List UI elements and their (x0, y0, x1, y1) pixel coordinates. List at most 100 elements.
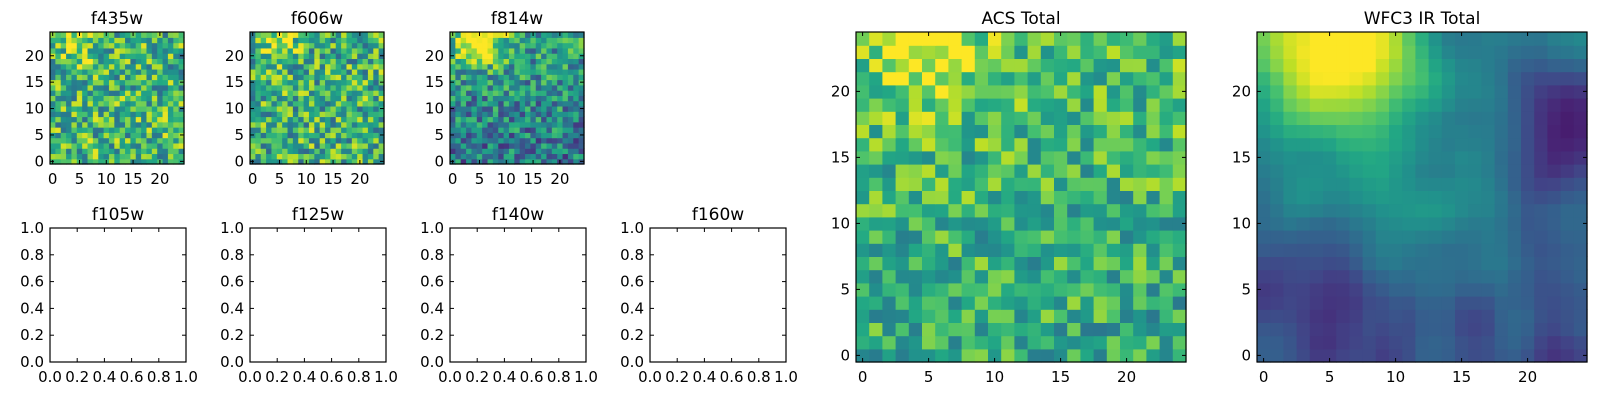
heatmap-cell (50, 153, 56, 160)
heatmap-cell (292, 148, 299, 155)
heatmap-cell (130, 95, 137, 102)
heatmap-cell (961, 177, 976, 191)
heatmap-cell (519, 142, 526, 149)
heatmap-cell (1507, 216, 1522, 231)
heatmap-cell (114, 105, 121, 112)
heatmap-cell (1428, 71, 1443, 86)
heatmap-cell (119, 47, 126, 54)
heatmap-cell (450, 137, 456, 144)
heatmap-cell (250, 100, 256, 107)
heatmap-cell (908, 296, 923, 310)
panel-title: f435w (91, 9, 143, 29)
heatmap-cell (282, 42, 289, 49)
heatmap-cell (948, 335, 963, 350)
heatmap-cell (1054, 164, 1068, 178)
heatmap-cell (1468, 124, 1482, 139)
heatmap-cell (1270, 137, 1284, 152)
heatmap-cell (330, 63, 337, 70)
heatmap-cell (466, 63, 473, 70)
heatmap-cell (1494, 45, 1509, 59)
heatmap-cell (87, 148, 94, 155)
heatmap-cell (373, 37, 380, 44)
heatmap-cell (519, 47, 526, 54)
heatmap-cell (974, 269, 989, 284)
heatmap-cell (895, 348, 910, 363)
heatmap-cell (1573, 335, 1588, 350)
heatmap-cell (460, 68, 467, 75)
heatmap-cell (1534, 348, 1548, 363)
heatmap-cell (1133, 322, 1147, 337)
heatmap-cell (498, 37, 505, 44)
heatmap-cell (1441, 58, 1456, 73)
heatmap-cell (541, 42, 548, 49)
heatmap-cell (266, 121, 273, 128)
heatmap-cell (895, 98, 910, 112)
heatmap-cell (1402, 111, 1416, 125)
heatmap-cell (557, 53, 564, 59)
heatmap-cell (492, 142, 499, 149)
heatmap-cell (551, 105, 558, 112)
heatmap-cell (557, 111, 564, 118)
heatmap-cell (308, 53, 315, 59)
heatmap-cell (76, 116, 83, 123)
heatmap-cell (1573, 137, 1588, 152)
heatmap-cell (530, 105, 537, 112)
heatmap-cell (1093, 45, 1108, 59)
heatmap-cell (895, 230, 910, 244)
heatmap-cell (319, 95, 326, 102)
heatmap-cell (335, 58, 342, 65)
heatmap-cell (341, 90, 348, 96)
heatmap-cell (514, 111, 521, 118)
heatmap-cell (1040, 177, 1055, 191)
heatmap-cell (546, 79, 553, 86)
heatmap-cell (1270, 84, 1284, 99)
heatmap-cell (541, 105, 548, 112)
heatmap-cell (1323, 309, 1337, 323)
heatmap-cell (1027, 282, 1042, 297)
heatmap-cell (1362, 32, 1377, 46)
heatmap-cell (260, 84, 267, 91)
heatmap-cell (1336, 230, 1350, 244)
heatmap-cell (514, 137, 521, 144)
heatmap-cell (178, 32, 185, 38)
heatmap-cell (1468, 282, 1482, 297)
heatmap-cell (287, 100, 294, 107)
heatmap-cell (141, 58, 148, 65)
heatmap-cell (266, 32, 273, 38)
heatmap-cell (157, 111, 164, 118)
heatmap-cell (508, 37, 515, 44)
heatmap-cell (157, 142, 164, 149)
heatmap-cell (282, 53, 289, 59)
heatmap-cell (503, 68, 510, 75)
heatmap-cell (1560, 45, 1575, 59)
heatmap-cell (367, 95, 374, 102)
heatmap-cell (346, 37, 353, 44)
heatmap-cell (476, 74, 483, 81)
heatmap-cell (66, 79, 73, 86)
heatmap-cell (1521, 269, 1535, 284)
heatmap-cell (276, 127, 283, 133)
heatmap-cell (492, 47, 499, 54)
heatmap-cell (82, 68, 89, 75)
heatmap-cell (357, 137, 364, 144)
heatmap-cell (335, 142, 342, 149)
heatmap-cell (1093, 296, 1108, 310)
heatmap-cell (71, 47, 78, 54)
heatmap-cell (1014, 269, 1029, 284)
heatmap-cell (87, 137, 94, 144)
heatmap-cell (508, 127, 515, 133)
heatmap-cell (330, 74, 337, 81)
heatmap-cell (367, 116, 374, 123)
heatmap-cell (487, 79, 494, 86)
heatmap-cell (546, 100, 553, 107)
heatmap-cell (948, 98, 963, 112)
heatmap-cell (1257, 256, 1271, 271)
heatmap-cell (1014, 111, 1029, 125)
heatmap-cell (367, 63, 374, 70)
heatmap-cell (60, 148, 67, 155)
heatmap-cell (50, 127, 56, 133)
heatmap-cell (1133, 58, 1147, 73)
heatmap-cell (1146, 58, 1161, 73)
heatmap-cell (373, 53, 380, 59)
heatmap-cell (1323, 177, 1337, 191)
